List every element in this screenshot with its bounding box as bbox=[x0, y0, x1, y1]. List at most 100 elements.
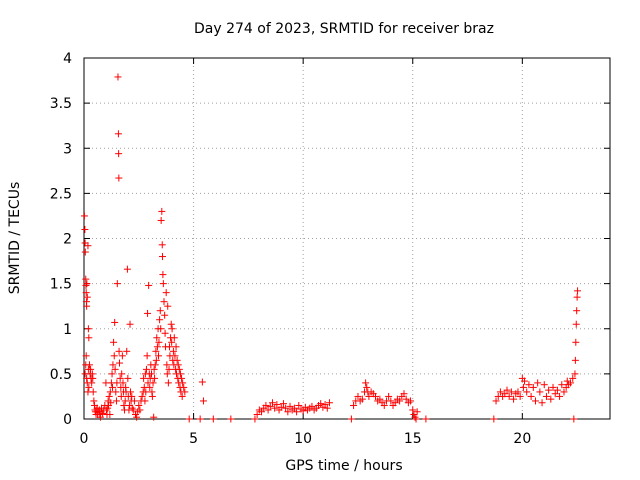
data-point-marker bbox=[167, 320, 175, 328]
data-point-marker bbox=[163, 361, 171, 369]
data-point-marker bbox=[81, 248, 89, 256]
data-point-marker bbox=[162, 289, 170, 297]
data-point-marker bbox=[402, 395, 410, 403]
data-point-marker bbox=[516, 392, 524, 400]
data-point-marker bbox=[82, 289, 90, 297]
data-point-marker bbox=[279, 400, 287, 408]
data-point-marker bbox=[133, 413, 141, 421]
data-point-marker bbox=[88, 379, 96, 387]
data-point-marker bbox=[525, 381, 533, 389]
data-point-marker bbox=[380, 401, 388, 409]
y-tick-label: 3 bbox=[63, 141, 72, 157]
data-point-marker bbox=[165, 343, 173, 351]
data-point-marker bbox=[85, 361, 93, 369]
data-point-marker bbox=[152, 347, 160, 355]
data-point-marker bbox=[572, 338, 580, 346]
data-point-marker bbox=[89, 388, 97, 396]
x-tick-label: 20 bbox=[513, 431, 531, 447]
data-point-marker bbox=[496, 388, 504, 396]
data-point-marker bbox=[185, 415, 193, 423]
data-point-marker bbox=[115, 347, 123, 355]
data-point-marker bbox=[400, 390, 408, 398]
data-point-marker bbox=[108, 370, 116, 378]
plot-frame bbox=[83, 57, 611, 420]
data-point-marker bbox=[151, 361, 159, 369]
x-tick-label: 0 bbox=[80, 431, 89, 447]
data-point-marker bbox=[571, 356, 579, 364]
data-point-marker bbox=[542, 392, 550, 400]
data-point-marker bbox=[113, 379, 121, 387]
x-tick-label: 15 bbox=[404, 431, 422, 447]
data-point-marker bbox=[129, 406, 137, 414]
data-point-marker bbox=[196, 415, 204, 423]
data-point-marker bbox=[571, 370, 579, 378]
data-point-marker bbox=[523, 388, 531, 396]
data-point-marker bbox=[115, 174, 123, 182]
data-point-marker bbox=[99, 410, 107, 418]
data-point-marker bbox=[158, 241, 166, 249]
data-point-marker bbox=[130, 397, 138, 405]
data-point-marker bbox=[123, 265, 131, 273]
data-point-marker bbox=[158, 253, 166, 261]
data-point-marker bbox=[80, 212, 88, 220]
data-point-marker bbox=[199, 397, 207, 405]
data-point-marker bbox=[170, 334, 178, 342]
data-point-marker bbox=[570, 415, 578, 423]
data-point-marker bbox=[363, 383, 371, 391]
data-point-marker bbox=[178, 392, 186, 400]
data-point-marker bbox=[387, 397, 395, 405]
data-point-marker bbox=[510, 395, 518, 403]
data-point-marker bbox=[109, 361, 117, 369]
data-point-marker bbox=[273, 401, 281, 409]
y-tick-label: 4 bbox=[63, 51, 72, 67]
data-point-marker bbox=[148, 370, 156, 378]
data-point-marker bbox=[534, 379, 542, 387]
data-point-marker bbox=[323, 404, 331, 412]
data-point-marker bbox=[126, 388, 134, 396]
data-point-marker bbox=[149, 379, 157, 387]
data-point-marker bbox=[268, 399, 276, 407]
data-point-marker bbox=[556, 392, 564, 400]
data-point-marker bbox=[413, 408, 421, 416]
data-point-marker bbox=[365, 392, 373, 400]
data-point-marker bbox=[385, 392, 393, 400]
data-point-marker bbox=[152, 356, 160, 364]
data-point-marker bbox=[128, 392, 136, 400]
y-tick-label: 1.5 bbox=[50, 277, 72, 293]
data-point-marker bbox=[411, 413, 419, 421]
y-tick-label: 2.5 bbox=[50, 186, 72, 202]
data-point-marker bbox=[172, 343, 180, 351]
data-point-marker bbox=[83, 302, 91, 310]
data-point-marker bbox=[153, 334, 161, 342]
data-point-marker bbox=[290, 404, 298, 412]
data-point-marker bbox=[143, 352, 151, 360]
data-point-marker bbox=[115, 150, 123, 158]
data-point-marker bbox=[118, 352, 126, 360]
data-point-marker bbox=[161, 329, 169, 337]
data-point-marker bbox=[85, 334, 93, 342]
data-point-marker bbox=[118, 370, 126, 378]
data-point-marker bbox=[161, 311, 169, 319]
data-point-marker bbox=[308, 402, 316, 410]
data-point-marker bbox=[156, 307, 164, 315]
x-axis-label: GPS time / hours bbox=[285, 458, 402, 474]
data-point-marker bbox=[545, 386, 553, 394]
data-point-marker bbox=[90, 397, 98, 405]
data-point-marker bbox=[354, 392, 362, 400]
data-point-marker bbox=[293, 408, 301, 416]
x-tick-label: 5 bbox=[189, 431, 198, 447]
data-point-marker bbox=[553, 386, 561, 394]
data-point-marker bbox=[111, 365, 119, 373]
data-point-marker bbox=[111, 318, 119, 326]
data-point-marker bbox=[160, 298, 168, 306]
data-point-marker bbox=[124, 374, 132, 382]
data-point-marker bbox=[175, 365, 183, 373]
chart-title: Day 274 of 2023, SRMTID for receiver bra… bbox=[194, 21, 494, 37]
data-point-marker bbox=[142, 388, 150, 396]
data-point-marker bbox=[151, 374, 159, 382]
data-point-marker bbox=[174, 361, 182, 369]
data-point-marker bbox=[117, 392, 125, 400]
data-point-marker bbox=[492, 397, 500, 405]
data-point-marker bbox=[521, 377, 529, 385]
